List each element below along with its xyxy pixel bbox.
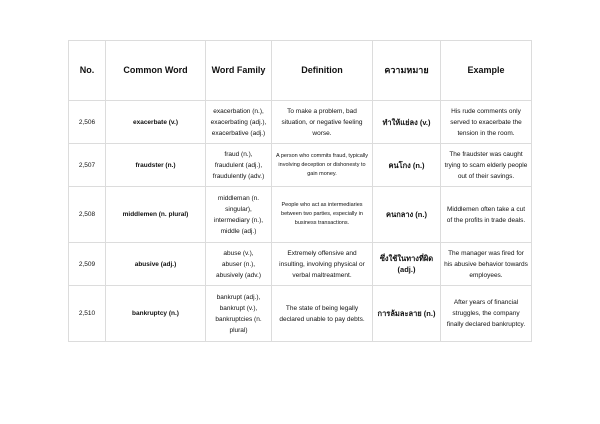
table-row: 2,508 middlemen (n. plural) middleman (n. … [68, 186, 532, 244]
header-example: Example [440, 40, 532, 101]
cell-word-family: abuse (v.), abuser (n.), abusively (adv.… [205, 242, 272, 287]
cell-example: The fraudster was caught trying to scam … [440, 143, 532, 188]
table-row: 2,507 fraudster (n.) fraud (n.), fraudulen… [68, 143, 532, 188]
cell-thai-meaning: คนโกง (n.) [372, 143, 441, 188]
cell-no: 2,508 [68, 186, 106, 244]
cell-definition: To make a problem, bad situation, or neg… [271, 99, 373, 145]
cell-word-family: fraud (n.), fraudulent (adj.), fraudulen… [205, 143, 272, 188]
cell-no: 2,507 [68, 143, 106, 188]
header-definition: Definition [271, 40, 373, 101]
cell-thai-meaning: การล้มละลาย (n.) [372, 285, 441, 342]
cell-thai-meaning: ซึ่งใช้ในทางที่ผิด (adj.) [372, 242, 441, 287]
cell-no: 2,509 [68, 242, 106, 287]
cell-example: The manager was fired for his abusive be… [440, 242, 532, 287]
cell-definition: People who act as intermediaries between… [271, 186, 373, 244]
cell-thai-meaning: ทำให้แย่ลง (v.) [372, 99, 441, 145]
vocabulary-table: No. Common Word Word Family Definition ค… [68, 40, 532, 342]
cell-no: 2,510 [68, 285, 106, 342]
cell-common-word: bankruptcy (n.) [105, 285, 206, 342]
cell-word-family: middleman (n. singular), intermediary (n… [205, 186, 272, 244]
header-word-family: Word Family [205, 40, 272, 101]
cell-definition: The state of being legally declared unab… [271, 285, 373, 342]
cell-common-word: abusive (adj.) [105, 242, 206, 287]
header-row: No. Common Word Word Family Definition ค… [68, 40, 532, 101]
cell-definition: Extremely offensive and insulting, invol… [271, 242, 373, 287]
header-no: No. [68, 40, 106, 101]
header-common-word: Common Word [105, 40, 206, 101]
cell-example: After years of financial struggles, the … [440, 285, 532, 342]
cell-common-word: middlemen (n. plural) [105, 186, 206, 244]
header-thai-meaning: ความหมาย [372, 40, 441, 101]
cell-common-word: fraudster (n.) [105, 143, 206, 188]
cell-no: 2,506 [68, 99, 106, 145]
cell-example: Middlemen often take a cut of the profit… [440, 186, 532, 244]
cell-definition: A person who commits fraud, typically in… [271, 143, 373, 188]
table-row: 2,510 bankruptcy (n.) bankrupt (adj.), ban… [68, 285, 532, 342]
cell-thai-meaning: คนกลาง (n.) [372, 186, 441, 244]
cell-common-word: exacerbate (v.) [105, 99, 206, 145]
table-row: 2,509 abusive (adj.) abuse (v.), abuser (n… [68, 242, 532, 287]
cell-word-family: exacerbation (n.), exacerbating (adj.), … [205, 99, 272, 145]
cell-example: His rude comments only served to exacerb… [440, 99, 532, 145]
table-row: 2,506 exacerbate (v.) exacerbation (n.), e… [68, 99, 532, 145]
cell-word-family: bankrupt (adj.), bankrupt (v.), bankrupt… [205, 285, 272, 342]
